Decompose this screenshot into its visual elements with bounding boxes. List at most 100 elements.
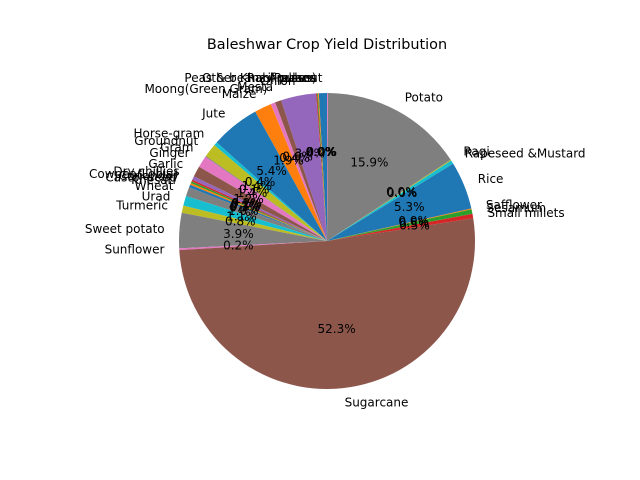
pie-slices: [179, 93, 475, 389]
slice-label: Arecanut: [268, 71, 322, 85]
slice-percent-label: 1.4%: [237, 186, 268, 200]
slice-label: Castor seed: [105, 171, 176, 185]
pie-slice: [327, 209, 473, 241]
pie-slice: [327, 213, 474, 241]
pie-slice: [190, 183, 327, 241]
slice-label: Maize: [222, 87, 257, 101]
slice-label: Horse-gram: [133, 126, 204, 140]
slice-label: Rapeseed &Mustard: [465, 147, 586, 161]
slice-percent-label: 0.5%: [399, 218, 430, 232]
pie-slice: [327, 93, 328, 241]
slice-percent-label: 52.3%: [318, 322, 356, 336]
slice-percent-label: 5.3%: [394, 200, 425, 214]
slice-label: Small millets: [487, 206, 564, 220]
slice-percent-label: 1.1%: [226, 209, 257, 223]
pie-slice: [179, 241, 327, 251]
pie-slice: [270, 102, 327, 241]
pie-slice: [189, 184, 327, 241]
pie-slice: [316, 93, 327, 241]
pie-slice: [192, 176, 327, 241]
slice-percent-label: 0.0%: [305, 145, 336, 159]
pie-slice: [214, 142, 327, 241]
pie-slice: [183, 195, 327, 241]
slice-percent-label: 0.1%: [231, 197, 262, 211]
slice-label: Sugarcane: [345, 395, 409, 409]
slice-percent-label: 1.0%: [228, 204, 259, 218]
slice-percent-label: 3.4%: [295, 146, 326, 160]
pie-slice: [193, 166, 327, 241]
pie-slice: [179, 218, 475, 389]
slice-label: Sweet potato: [85, 222, 165, 236]
slice-percent-label: 0.3%: [229, 201, 260, 215]
slice-label: Safflower: [486, 198, 542, 212]
slice-percent-label: 1.4%: [242, 179, 273, 193]
pie-slice: [198, 156, 327, 241]
slice-percent-label: 0.0%: [386, 185, 417, 199]
slice-label: Groundnut: [134, 134, 198, 148]
slice-percent-label: 0.0%: [398, 214, 429, 228]
pie-slice: [190, 181, 327, 241]
pie-slice: [186, 187, 327, 241]
pie-slice: [318, 93, 327, 241]
slice-label: Garlic: [148, 157, 183, 171]
slice-percent-label: 0.2%: [223, 238, 254, 252]
slice-label: Peas & beans (Pulses): [184, 71, 316, 85]
pie-slice: [327, 160, 454, 241]
slice-percent-label: 0.2%: [230, 198, 261, 212]
pie-percent-labels: 0.0%0.0%0.0%3.4%0.6%0.4%1.9%5.4%0.4%1.4%…: [223, 145, 430, 336]
slice-label: Rice: [478, 172, 504, 186]
slice-percent-label: 0.4%: [245, 175, 276, 189]
pie-slice: [205, 155, 327, 241]
slice-percent-label: 0.1%: [230, 199, 261, 213]
pie-slice: [181, 205, 327, 241]
slice-percent-label: 0.5%: [399, 216, 430, 230]
slice-percent-label: 0.8%: [225, 214, 256, 228]
slice-label: Coriander: [119, 169, 178, 183]
slice-label: Potato: [405, 90, 443, 104]
slice-label: Sunflower: [105, 243, 165, 257]
pie-slice: [327, 163, 472, 241]
slice-percent-label: 1.9%: [273, 153, 304, 167]
slice-label: Moong(Green Gram): [144, 82, 267, 96]
slice-label: Onion: [260, 74, 295, 88]
slice-label: Mesta: [237, 80, 273, 94]
pie-slice: [327, 93, 451, 241]
slice-percent-label: 1.2%: [233, 192, 264, 206]
slice-label: Rabi pulses: [247, 71, 316, 85]
pie-slice: [205, 145, 327, 241]
slice-percent-label: 0.0%: [307, 145, 338, 159]
slice-percent-label: 0.0%: [387, 186, 418, 200]
pie-slice: [191, 179, 327, 241]
pie-slice: [281, 93, 327, 241]
slice-percent-label: 0.6%: [282, 150, 313, 164]
slice-label: Ragi: [463, 145, 489, 159]
chart-title: Baleshwar Crop Yield Distribution: [207, 37, 447, 53]
slice-label: Gram: [160, 140, 193, 154]
slice-label: Cowpea(Lobia): [89, 167, 178, 181]
slice-label: Urad: [142, 189, 171, 203]
pie-slice: [316, 93, 327, 241]
pie-slice: [216, 111, 327, 241]
slice-label: Turmeric: [115, 199, 168, 213]
slice-percent-label: 0.2%: [231, 196, 262, 210]
pie-slice: [327, 208, 472, 241]
slice-label: Sesamum: [487, 201, 547, 215]
pie-slice: [179, 212, 327, 249]
slice-label: Jute: [201, 106, 225, 120]
slice-percent-label: 0.4%: [279, 151, 310, 165]
pie-slice: [255, 104, 327, 241]
slice-label: Dry chillies: [113, 164, 179, 178]
pie-slice: [317, 93, 327, 241]
slice-percent-label: 5.4%: [256, 164, 287, 178]
slice-percent-label: 3.9%: [223, 227, 254, 241]
slice-percent-label: 0.0%: [306, 145, 337, 159]
pie-slice: [275, 100, 327, 241]
slice-label: Wheat: [135, 179, 174, 193]
slice-label: Other Kharif pulses: [202, 71, 317, 85]
pie-slice: [327, 159, 452, 241]
slice-label: Khesari: [131, 173, 176, 187]
slice-percent-label: 15.9%: [350, 155, 388, 169]
